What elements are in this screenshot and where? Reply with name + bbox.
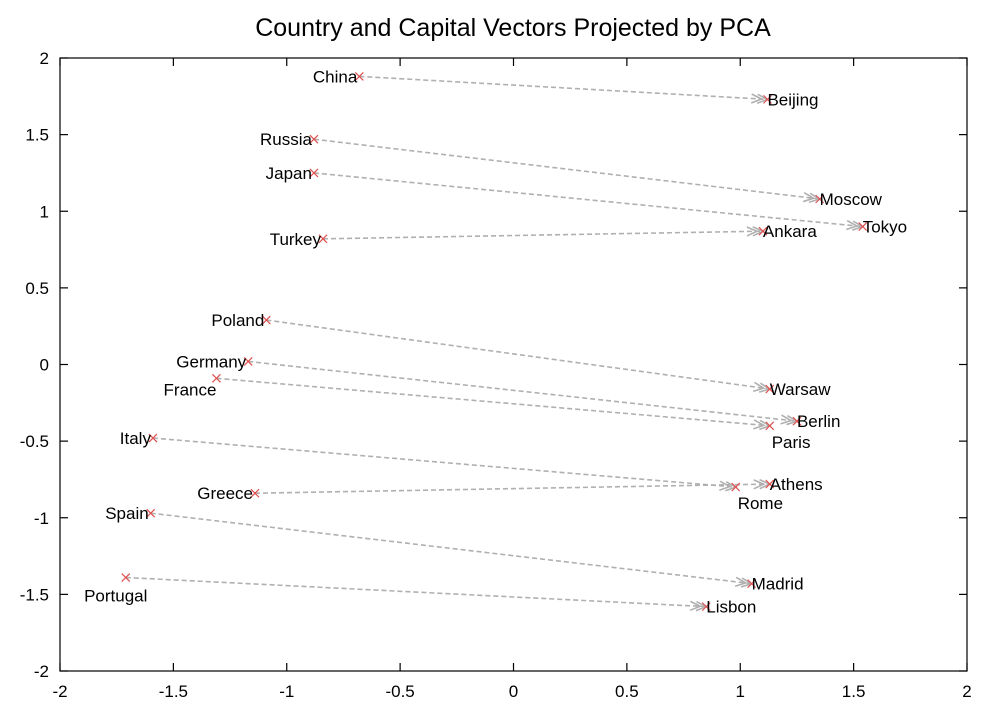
capital-label: Moscow [820, 190, 883, 209]
capital-label: Madrid [752, 575, 804, 594]
arrowhead [753, 419, 766, 430]
capital-marker [701, 602, 711, 612]
country-label: France [164, 380, 217, 399]
country-marker [121, 573, 131, 582]
y-tick-label: 0.5 [25, 279, 49, 298]
arrow-layer [125, 75, 865, 612]
axis-ticks: -2 -1.5 -1 -0.5 0 0.5 1 1.5 2 -2 -1.5 -1 -0.5 0 0.5 1 1.… [20, 49, 972, 701]
capital-label: Lisbon [706, 598, 756, 617]
x-tick-label: -1 [279, 682, 294, 701]
capital-marker [792, 416, 802, 426]
capital-label: Ankara [763, 222, 817, 241]
vector-arrow [313, 138, 820, 200]
country-marker [146, 508, 156, 518]
arrowhead [746, 226, 759, 237]
vector-arrow [313, 172, 863, 228]
country-label: Spain [105, 504, 148, 523]
y-tick-label: -0.5 [20, 432, 49, 451]
vector-arrow [150, 512, 752, 585]
vector-arrow [323, 230, 763, 240]
capital-marker [858, 222, 868, 231]
vector-arrow [254, 483, 770, 495]
vector-arrow [266, 319, 770, 390]
capital-label: Tokyo [863, 218, 907, 237]
y-tick-label: -2 [34, 662, 49, 681]
country-marker [309, 168, 319, 178]
country-marker [309, 134, 319, 144]
capital-label: Paris [772, 433, 811, 452]
capital-marker [758, 226, 768, 236]
x-tick-label: 1 [736, 682, 745, 701]
vector-arrow [359, 75, 768, 101]
country-label: China [313, 67, 358, 86]
label-layer: China Beijing Russia Moscow Japan Tokyo Turkey… [84, 67, 907, 616]
x-tick-label: 0.5 [615, 682, 639, 701]
country-marker [354, 71, 364, 81]
vector-arrow [125, 576, 707, 608]
country-marker [261, 315, 271, 325]
x-tick-label: -0.5 [385, 682, 414, 701]
capital-marker [731, 482, 741, 492]
country-label: Turkey [270, 230, 322, 249]
capital-marker [765, 421, 775, 431]
capital-label: Rome [738, 494, 783, 513]
arrowhead [846, 219, 859, 231]
x-tick-label: -2 [52, 682, 67, 701]
y-tick-label: -1.5 [20, 585, 49, 604]
arrowhead [734, 576, 748, 587]
arrowhead [719, 480, 732, 491]
arrowhead [780, 414, 793, 425]
country-marker [318, 234, 328, 244]
capital-label: Beijing [767, 90, 818, 109]
capital-label: Warsaw [770, 380, 831, 399]
capital-marker [815, 194, 825, 204]
chart-title: Country and Capital Vectors Projected by… [255, 14, 771, 42]
y-tick-label: -1 [34, 509, 49, 528]
country-label: Greece [197, 484, 253, 503]
country-label: Poland [211, 311, 264, 330]
y-tick-label: 2 [40, 49, 49, 68]
x-tick-label: 2 [962, 682, 971, 701]
y-tick-label: 1 [40, 202, 49, 221]
arrowhead [689, 600, 703, 612]
country-marker [243, 357, 253, 366]
y-tick-label: 1.5 [25, 126, 49, 145]
arrowhead [802, 191, 816, 203]
vector-arrow [248, 360, 798, 422]
capital-label: Athens [770, 475, 823, 494]
country-label: Germany [176, 352, 246, 371]
country-label: Italy [120, 429, 152, 448]
country-marker [148, 433, 158, 443]
country-label: Japan [266, 164, 312, 183]
country-label: Russia [260, 130, 313, 149]
x-tick-label: 0 [509, 682, 518, 701]
arrowhead [750, 93, 764, 104]
capital-label: Berlin [797, 412, 840, 431]
country-label: Portugal [84, 587, 147, 606]
arrowhead [753, 479, 766, 490]
vector-arrow [216, 377, 770, 427]
capital-marker [747, 579, 757, 589]
capital-marker [765, 479, 775, 489]
x-tick-label: 1.5 [842, 682, 866, 701]
arrowhead [752, 381, 766, 393]
country-marker [250, 488, 260, 498]
capital-marker [763, 94, 772, 104]
marker-layer [121, 71, 868, 612]
x-tick-label: -1.5 [159, 682, 188, 701]
vector-arrow [152, 437, 736, 488]
country-marker [212, 373, 221, 383]
capital-marker [765, 384, 775, 394]
y-tick-label: 0 [40, 356, 49, 375]
